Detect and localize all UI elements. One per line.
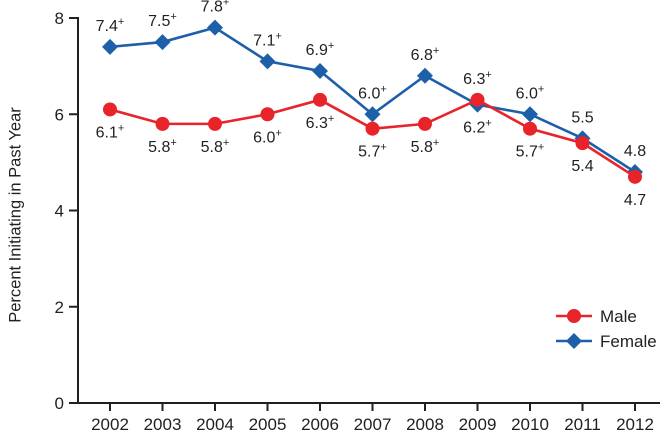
male-value-label-2005: 6.0+ (253, 127, 282, 146)
y-tick-label: 8 (55, 9, 64, 28)
x-tick-label: 2009 (459, 415, 497, 434)
y-tick-label: 2 (55, 298, 64, 317)
x-tick-label: 2005 (249, 415, 287, 434)
male-value-label-2009: 6.3+ (463, 69, 492, 88)
x-tick-label: 2012 (616, 415, 654, 434)
female-value-label-2012: 4.8 (624, 143, 646, 160)
x-tick-label: 2010 (511, 415, 549, 434)
y-tick-label: 4 (55, 202, 64, 221)
male-value-label-2012: 4.7 (624, 192, 646, 209)
female-value-label-2010: 6.0+ (516, 83, 545, 102)
male-value-label-2003: 5.8+ (148, 137, 177, 156)
male-point-2007 (365, 121, 380, 136)
x-tick-label: 2006 (301, 415, 339, 434)
x-tick-label: 2003 (144, 415, 182, 434)
x-tick-label: 2002 (91, 415, 129, 434)
male-point-2009 (470, 92, 485, 107)
x-tick-label: 2007 (354, 415, 392, 434)
x-tick-label: 2011 (564, 415, 601, 434)
male-value-label-2004: 5.8+ (201, 137, 230, 156)
female-value-label-2011: 5.5 (571, 109, 593, 126)
male-point-2006 (313, 92, 327, 107)
male-value-label-2011: 5.4 (571, 158, 593, 175)
female-value-label-2005: 7.1+ (253, 30, 282, 49)
male-point-2005 (260, 107, 275, 122)
male-point-2008 (418, 116, 432, 131)
male-point-2012 (628, 169, 642, 184)
male-point-2010 (523, 121, 537, 136)
female-value-label-2008: 6.8+ (411, 45, 440, 64)
female-value-label-2007: 6.0+ (358, 83, 387, 102)
legend-female-marker (566, 333, 582, 349)
female-point-2004 (207, 19, 223, 36)
x-tick-label: 2008 (406, 415, 444, 434)
female-point-2010 (522, 106, 538, 123)
female-point-2007 (364, 106, 381, 123)
y-tick-label: 6 (55, 105, 64, 124)
female-point-2008 (417, 67, 433, 84)
female-value-label-2002: 7.4+ (96, 16, 125, 35)
male-value-label-2010: 5.7+ (516, 142, 545, 161)
legend-female-label: Female (600, 332, 657, 351)
male-value-label-2006: 6.3+ (306, 113, 335, 132)
female-value-label-2004: 7.8+ (201, 0, 230, 16)
female-value-label-2009: 6.2+ (463, 118, 492, 137)
x-tick-label: 2004 (196, 415, 234, 434)
y-tick-label: 0 (55, 394, 64, 413)
female-point-2002 (102, 38, 118, 55)
male-value-label-2007: 5.7+ (358, 142, 387, 161)
male-point-2011 (575, 136, 590, 151)
female-point-2005 (259, 53, 276, 70)
female-point-2003 (154, 34, 171, 51)
legend-male-marker (567, 309, 581, 323)
legend-male-label: Male (600, 307, 637, 326)
male-point-2003 (155, 116, 170, 131)
female-point-2006 (312, 62, 328, 79)
male-point-2002 (103, 102, 117, 117)
female-value-label-2006: 6.9+ (306, 40, 335, 59)
male-value-label-2008: 5.8+ (411, 137, 440, 156)
male-point-2004 (208, 116, 222, 131)
male-value-label-2002: 6.1+ (96, 122, 125, 141)
female-value-label-2003: 7.5+ (148, 11, 177, 30)
